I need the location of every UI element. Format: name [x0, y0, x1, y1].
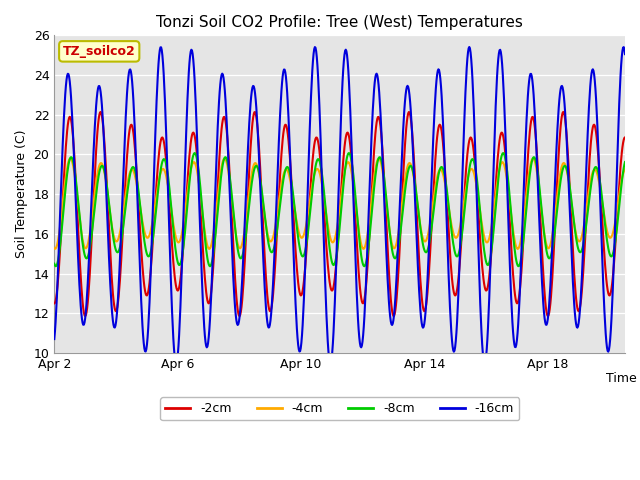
-2cm — [379, 146, 387, 152]
-2cm — [306, 196, 314, 202]
Text: TZ_soilco2: TZ_soilco2 — [63, 45, 136, 58]
Line: -2cm: -2cm — [54, 112, 625, 316]
Y-axis label: Soil Temperature (C): Soil Temperature (C) — [15, 130, 28, 258]
-8cm — [103, 184, 111, 190]
-2cm — [104, 199, 111, 205]
-4cm — [345, 160, 353, 166]
-2cm — [436, 122, 444, 128]
-4cm — [104, 197, 112, 203]
-4cm — [51, 246, 59, 252]
-2cm — [559, 109, 567, 115]
-16cm — [465, 44, 473, 50]
-16cm — [336, 143, 344, 149]
-8cm — [345, 150, 353, 156]
-8cm — [336, 221, 344, 227]
-4cm — [436, 167, 444, 172]
-8cm — [344, 151, 352, 156]
-4cm — [380, 172, 387, 178]
-4cm — [621, 167, 629, 172]
Legend: -2cm, -4cm, -8cm, -16cm: -2cm, -4cm, -8cm, -16cm — [160, 397, 519, 420]
-8cm — [306, 213, 314, 219]
-8cm — [380, 167, 387, 172]
-4cm — [51, 246, 58, 252]
-2cm — [51, 300, 58, 306]
-16cm — [326, 361, 334, 367]
-8cm — [436, 165, 444, 171]
-4cm — [337, 198, 344, 204]
-4cm — [67, 156, 74, 161]
Line: -8cm: -8cm — [54, 153, 625, 266]
-16cm — [344, 68, 352, 74]
-8cm — [621, 159, 629, 165]
-2cm — [621, 134, 629, 140]
-2cm — [336, 206, 344, 212]
-16cm — [103, 209, 111, 215]
-16cm — [436, 71, 444, 76]
-16cm — [305, 145, 313, 151]
Line: -16cm: -16cm — [54, 47, 625, 364]
Line: -4cm: -4cm — [54, 158, 625, 249]
-8cm — [51, 261, 58, 266]
-16cm — [621, 51, 629, 57]
-2cm — [344, 131, 352, 137]
-8cm — [206, 264, 214, 269]
-2cm — [81, 313, 89, 319]
X-axis label: Time: Time — [605, 372, 636, 385]
-16cm — [51, 336, 58, 342]
-4cm — [307, 194, 314, 200]
-16cm — [379, 153, 387, 158]
Title: Tonzi Soil CO2 Profile: Tree (West) Temperatures: Tonzi Soil CO2 Profile: Tree (West) Temp… — [156, 15, 523, 30]
